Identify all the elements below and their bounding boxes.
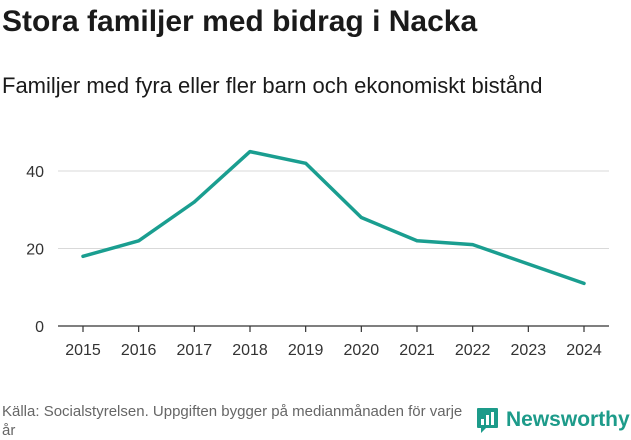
data-point-2021 — [415, 239, 419, 243]
x-tick-label-2023: 2023 — [511, 342, 547, 359]
grid-lines — [58, 170, 609, 249]
x-tick-label-2019: 2019 — [288, 342, 324, 359]
chart-title: Stora familjer med bidrag i Nacka — [2, 5, 478, 38]
x-axis — [58, 325, 609, 332]
data-point-2020 — [359, 216, 363, 219]
x-tick-label-2017: 2017 — [177, 342, 213, 359]
data-point-2023 — [526, 262, 530, 266]
brand-name: Newsworthy — [506, 408, 630, 431]
series-line-0 — [81, 149, 586, 286]
data-point-2016 — [137, 239, 141, 243]
x-tick-label-2016: 2016 — [121, 342, 157, 359]
data-point-2019 — [304, 161, 308, 165]
x-tick-label-2021: 2021 — [399, 342, 435, 359]
x-tick-label-2020: 2020 — [344, 342, 380, 359]
chart-subtitle: Familjer med fyra eller fler barn och ek… — [2, 73, 543, 98]
y-tick-label-0: 0 — [35, 319, 44, 336]
x-tick-label-2015: 2015 — [65, 342, 101, 359]
x-tick-label-2022: 2022 — [455, 342, 491, 359]
source-note: Källa: Socialstyrelsen. Uppgiften bygger… — [2, 403, 463, 439]
newsworthy-logo-icon — [477, 407, 498, 433]
y-tick-label-40: 40 — [26, 164, 44, 181]
x-tick-label-2018: 2018 — [232, 342, 268, 359]
y-tick-labels: 0 20 40 — [26, 164, 44, 336]
x-tick-label-2024: 2024 — [566, 342, 602, 359]
newsworthy-logo: Newsworthy — [476, 406, 630, 434]
data-point-2024 — [582, 281, 586, 285]
data-point-2017 — [192, 200, 196, 204]
series-layer — [81, 149, 586, 286]
y-tick-label-20: 20 — [26, 242, 44, 259]
x-tick-labels: 2015 2016 2017 2018 2019 2020 2021 2022 2023 2024 — [65, 342, 602, 359]
data-point-2015 — [81, 254, 85, 258]
data-point-2022 — [471, 243, 475, 247]
data-point-2018 — [248, 150, 252, 154]
